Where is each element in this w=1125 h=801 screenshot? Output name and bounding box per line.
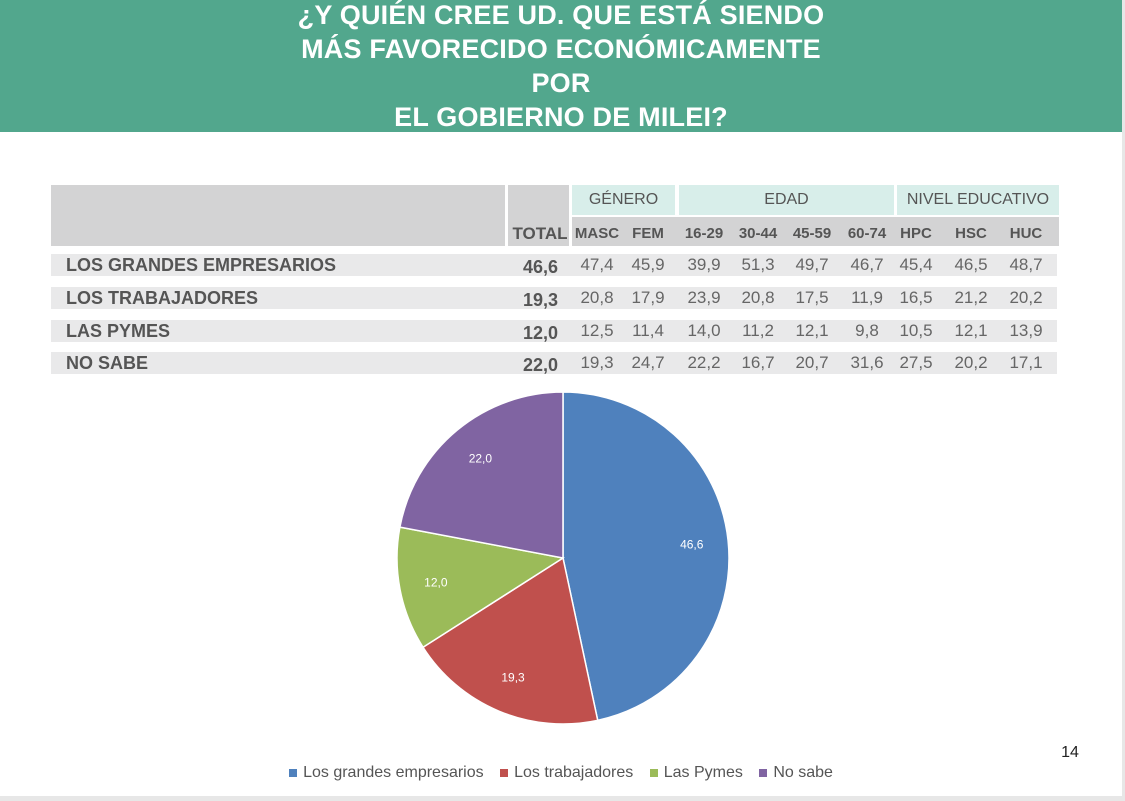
chart-legend: Los grandes empresarios Los trabajadores… xyxy=(0,764,1122,782)
pie-slice-label: 12,0 xyxy=(424,575,448,589)
table-cell: 45,9 xyxy=(631,255,665,274)
col-header: 30-44 xyxy=(738,225,778,242)
legend-label: Los trabajadores xyxy=(514,764,634,781)
title-line: EL GOBIERNO DE MILEI? xyxy=(394,102,728,132)
table-cell: 22,2 xyxy=(687,353,721,372)
table-cell: 31,6 xyxy=(850,353,884,372)
pie-slice xyxy=(399,391,564,559)
table-cell: 17,5 xyxy=(795,288,829,307)
table-cell: 12,5 xyxy=(580,321,614,340)
table-cell: 20,2 xyxy=(1009,288,1043,307)
group-nivel-educativo: NIVEL EDUCATIVO xyxy=(897,185,1059,215)
title-line: ¿Y QUIÉN CREE UD. QUE ESTÁ SIENDO xyxy=(297,0,825,30)
col-header: 16-29 xyxy=(684,225,724,242)
table-cell: 16,5 xyxy=(899,288,933,307)
pie-slice xyxy=(562,391,730,722)
table-cell: 14,0 xyxy=(687,321,721,340)
total-header-cell xyxy=(508,185,569,246)
col-header: HSC xyxy=(955,225,987,242)
row-label: NO SABE xyxy=(66,353,149,373)
pie-chart: 46,6 19,3 12,0 22,0 xyxy=(396,391,730,725)
col-header: 60-74 xyxy=(847,225,887,242)
legend-item: Los grandes empresarios xyxy=(289,764,484,782)
legend-item: Las Pymes xyxy=(649,764,743,782)
table-row xyxy=(51,352,1057,374)
table-cell: 13,9 xyxy=(1009,321,1043,340)
title-line: MÁS FAVORECIDO ECONÓMICAMENTE POR xyxy=(301,34,821,98)
col-header: FEM xyxy=(632,225,664,242)
table-cell: 49,7 xyxy=(795,255,829,274)
table-cell: 47,4 xyxy=(580,255,614,274)
pie-slice xyxy=(396,526,565,649)
table-cell: 11,9 xyxy=(851,288,883,307)
row-total: 19,3 xyxy=(522,290,558,310)
table-cell: 21,2 xyxy=(954,288,988,307)
table-row xyxy=(51,320,1057,342)
table-cell: 45,4 xyxy=(899,255,933,274)
table-cell: 46,5 xyxy=(954,255,988,274)
total-header: TOTAL xyxy=(512,224,568,243)
table-cell: 27,5 xyxy=(899,353,933,372)
legend-swatch xyxy=(289,769,298,777)
table-cell: 12,1 xyxy=(795,321,829,340)
table-cell: 20,2 xyxy=(954,353,988,372)
row-label: LOS TRABAJADORES xyxy=(66,288,259,308)
legend-swatch xyxy=(500,769,509,777)
table-cell: 46,7 xyxy=(850,255,884,274)
row-label: LOS GRANDES EMPRESARIOS xyxy=(66,255,337,275)
group-edad: EDAD xyxy=(679,185,894,215)
legend-swatch xyxy=(759,769,768,777)
row-total: 12,0 xyxy=(522,323,558,343)
table-row xyxy=(51,254,1057,276)
page-number: 14 xyxy=(1061,744,1079,761)
table-cell: 11,2 xyxy=(742,321,774,340)
pie-slice-label: 46,6 xyxy=(680,537,704,551)
table-cell: 20,8 xyxy=(741,288,775,307)
table-cell: 19,3 xyxy=(580,353,614,372)
col-header: HUC xyxy=(1009,225,1043,242)
row-total: 22,0 xyxy=(522,355,558,375)
table-cell: 39,9 xyxy=(687,255,721,274)
table-cell: 9,8 xyxy=(855,321,879,340)
legend-label: No sabe xyxy=(773,764,833,781)
legend-label: Las Pymes xyxy=(663,764,743,781)
table-cell: 12,1 xyxy=(954,321,988,340)
col-header: HPC xyxy=(900,225,932,242)
table-row xyxy=(51,287,1057,309)
legend-item: Los trabajadores xyxy=(500,764,633,782)
table-cell: 11,4 xyxy=(632,321,664,340)
table-cell: 48,7 xyxy=(1009,255,1043,274)
table-cell: 23,9 xyxy=(687,288,721,307)
col-header: MASC xyxy=(574,225,620,242)
pie-slice-label: 22,0 xyxy=(469,451,493,465)
sub-header-strip xyxy=(572,217,1059,246)
row-total: 46,6 xyxy=(522,257,558,277)
table-cell: 17,1 xyxy=(1009,353,1043,372)
table-cell: 24,7 xyxy=(631,353,665,372)
legend-swatch xyxy=(649,769,658,777)
pie-slice xyxy=(421,556,599,725)
table-cell: 20,7 xyxy=(795,353,829,372)
table-cell: 16,7 xyxy=(741,353,775,372)
table-cell: 20,8 xyxy=(580,288,614,307)
pie-slice-label: 19,3 xyxy=(501,670,525,684)
row-label: LAS PYMES xyxy=(66,321,171,341)
group-genero: GÉNERO xyxy=(572,185,675,215)
table-cell: 17,9 xyxy=(631,288,665,307)
legend-item: No sabe xyxy=(759,764,833,782)
col-header: 45-59 xyxy=(792,225,832,242)
page-title: ¿Y QUIÉN CREE UD. QUE ESTÁ SIENDO MÁS FA… xyxy=(281,0,841,134)
table-header-blank xyxy=(51,185,505,246)
title-banner: ¿Y QUIÉN CREE UD. QUE ESTÁ SIENDO MÁS FA… xyxy=(0,0,1122,132)
legend-label: Los grandes empresarios xyxy=(303,764,484,781)
table-cell: 10,5 xyxy=(899,321,933,340)
table-cell: 51,3 xyxy=(741,255,775,274)
